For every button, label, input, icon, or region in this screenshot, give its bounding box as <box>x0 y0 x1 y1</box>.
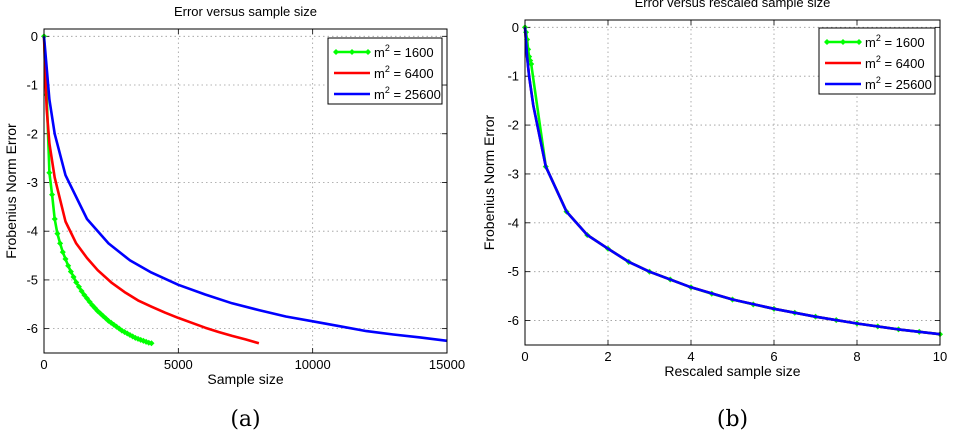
series-marker <box>49 191 56 198</box>
x-tick-label: 5000 <box>164 357 193 372</box>
series-marker <box>78 288 85 295</box>
x-tick-label: 0 <box>521 349 528 364</box>
series-marker <box>65 262 72 269</box>
y-tick-label: -5 <box>507 264 519 279</box>
legend-label-superscript: 2 <box>385 43 390 53</box>
legend-label-superscript: 2 <box>876 54 881 64</box>
chart-a-svg: 0 5000 10000 15000 0 -1 -2 -3 -4 -5 -6 Error versus… <box>3 4 465 432</box>
legend-marker <box>333 49 339 55</box>
y-tick-label: 0 <box>31 29 38 44</box>
x-tick-label: 10 <box>933 349 947 364</box>
legend-label-base: m <box>865 35 876 50</box>
y-axis-label: Frobenius Norm Error <box>3 123 19 259</box>
y-tick-label: -4 <box>26 224 38 239</box>
legend-label-3: m2 = 25600 <box>865 75 932 92</box>
legend-label-superscript: 2 <box>385 85 390 95</box>
chart-title: Error versus rescaled sample size <box>635 0 831 10</box>
y-tick-label: -1 <box>507 69 519 84</box>
y-tick-label: -2 <box>507 118 519 133</box>
legend-label-1: m2 = 1600 <box>374 43 434 60</box>
legend-label-3: m2 = 25600 <box>374 85 441 102</box>
series-line-2 <box>42 36 260 345</box>
y-tick-label: -6 <box>26 321 38 336</box>
series-marker <box>83 295 91 302</box>
chart-panel-a: 0 5000 10000 15000 0 -1 -2 -3 -4 -5 -6 Error versus… <box>0 0 470 439</box>
legend-label-base: m <box>865 56 876 71</box>
x-axis-label: Sample size <box>207 371 283 387</box>
series-marker <box>73 279 80 286</box>
panel-caption: (b) <box>717 407 748 432</box>
series-marker <box>86 298 93 305</box>
legend-marker <box>840 39 846 45</box>
series-line-3 <box>523 27 941 336</box>
x-tick-label: 2 <box>604 349 611 364</box>
x-tick-label: 8 <box>853 349 860 364</box>
legend-label-rest: = 1600 <box>390 45 434 60</box>
axes-frame <box>524 19 941 346</box>
series-marker <box>528 60 535 68</box>
series-marker <box>46 169 53 176</box>
x-tick-label: 0 <box>40 357 47 372</box>
chart-b-svg: 0 2 4 6 8 10 0 -1 -2 -3 -4 -5 -6 Error versus rescale… <box>481 0 947 432</box>
series-marker <box>57 240 64 247</box>
series-marker <box>67 268 74 275</box>
legend-label-rest: = 25600 <box>390 87 441 102</box>
legend-label-rest: = 6400 <box>881 56 925 71</box>
series-marker <box>75 283 82 290</box>
legend-label-1: m2 = 1600 <box>865 33 925 50</box>
legend-label-base: m <box>865 77 876 92</box>
axes-frame <box>43 28 448 354</box>
x-tick-label: 4 <box>687 349 694 364</box>
series-marker <box>51 215 58 223</box>
x-tick-label: 10000 <box>295 357 331 372</box>
chart-panel-b: 0 2 4 6 8 10 0 -1 -2 -3 -4 -5 -6 Error versus rescale… <box>480 0 953 439</box>
y-tick-label: -1 <box>26 78 38 93</box>
legend-label-rest: = 25600 <box>881 77 932 92</box>
legend-marker <box>365 49 371 55</box>
y-tick-label: -2 <box>26 126 38 141</box>
series-line-3 <box>42 36 448 343</box>
legend-marker <box>824 39 830 45</box>
chart-title: Error versus sample size <box>174 4 317 19</box>
legend-label-rest: = 6400 <box>390 66 434 81</box>
legend-label-base: m <box>374 45 385 60</box>
x-tick-label: 15000 <box>429 357 465 372</box>
legend-label-2: m2 = 6400 <box>865 54 925 71</box>
y-tick-label: 0 <box>512 20 519 35</box>
legend-label-superscript: 2 <box>876 33 881 43</box>
y-tick-label: -3 <box>507 166 519 181</box>
series-marker <box>81 291 88 299</box>
y-tick-label: -4 <box>507 215 519 230</box>
legend-label-rest: = 1600 <box>881 35 925 50</box>
legend-label-base: m <box>374 66 385 81</box>
x-axis-label: Rescaled sample size <box>664 363 800 379</box>
series-marker <box>62 255 69 262</box>
series-marker <box>70 273 77 281</box>
legend-label-base: m <box>374 87 385 102</box>
y-tick-label: -6 <box>507 313 519 328</box>
legend-marker <box>349 49 355 55</box>
y-tick-label: -3 <box>26 175 38 190</box>
y-tick-label: -5 <box>26 272 38 287</box>
series-marker <box>59 249 66 256</box>
x-tick-label: 6 <box>770 349 777 364</box>
legend-label-superscript: 2 <box>385 64 390 74</box>
panel-caption: (a) <box>230 407 260 432</box>
legend-marker <box>856 39 862 45</box>
legend-label-superscript: 2 <box>876 75 881 85</box>
legend-label-2: m2 = 6400 <box>374 64 434 81</box>
series-marker <box>54 230 61 237</box>
y-axis-label: Frobenius Norm Error <box>481 114 497 250</box>
series-marker <box>148 340 155 347</box>
